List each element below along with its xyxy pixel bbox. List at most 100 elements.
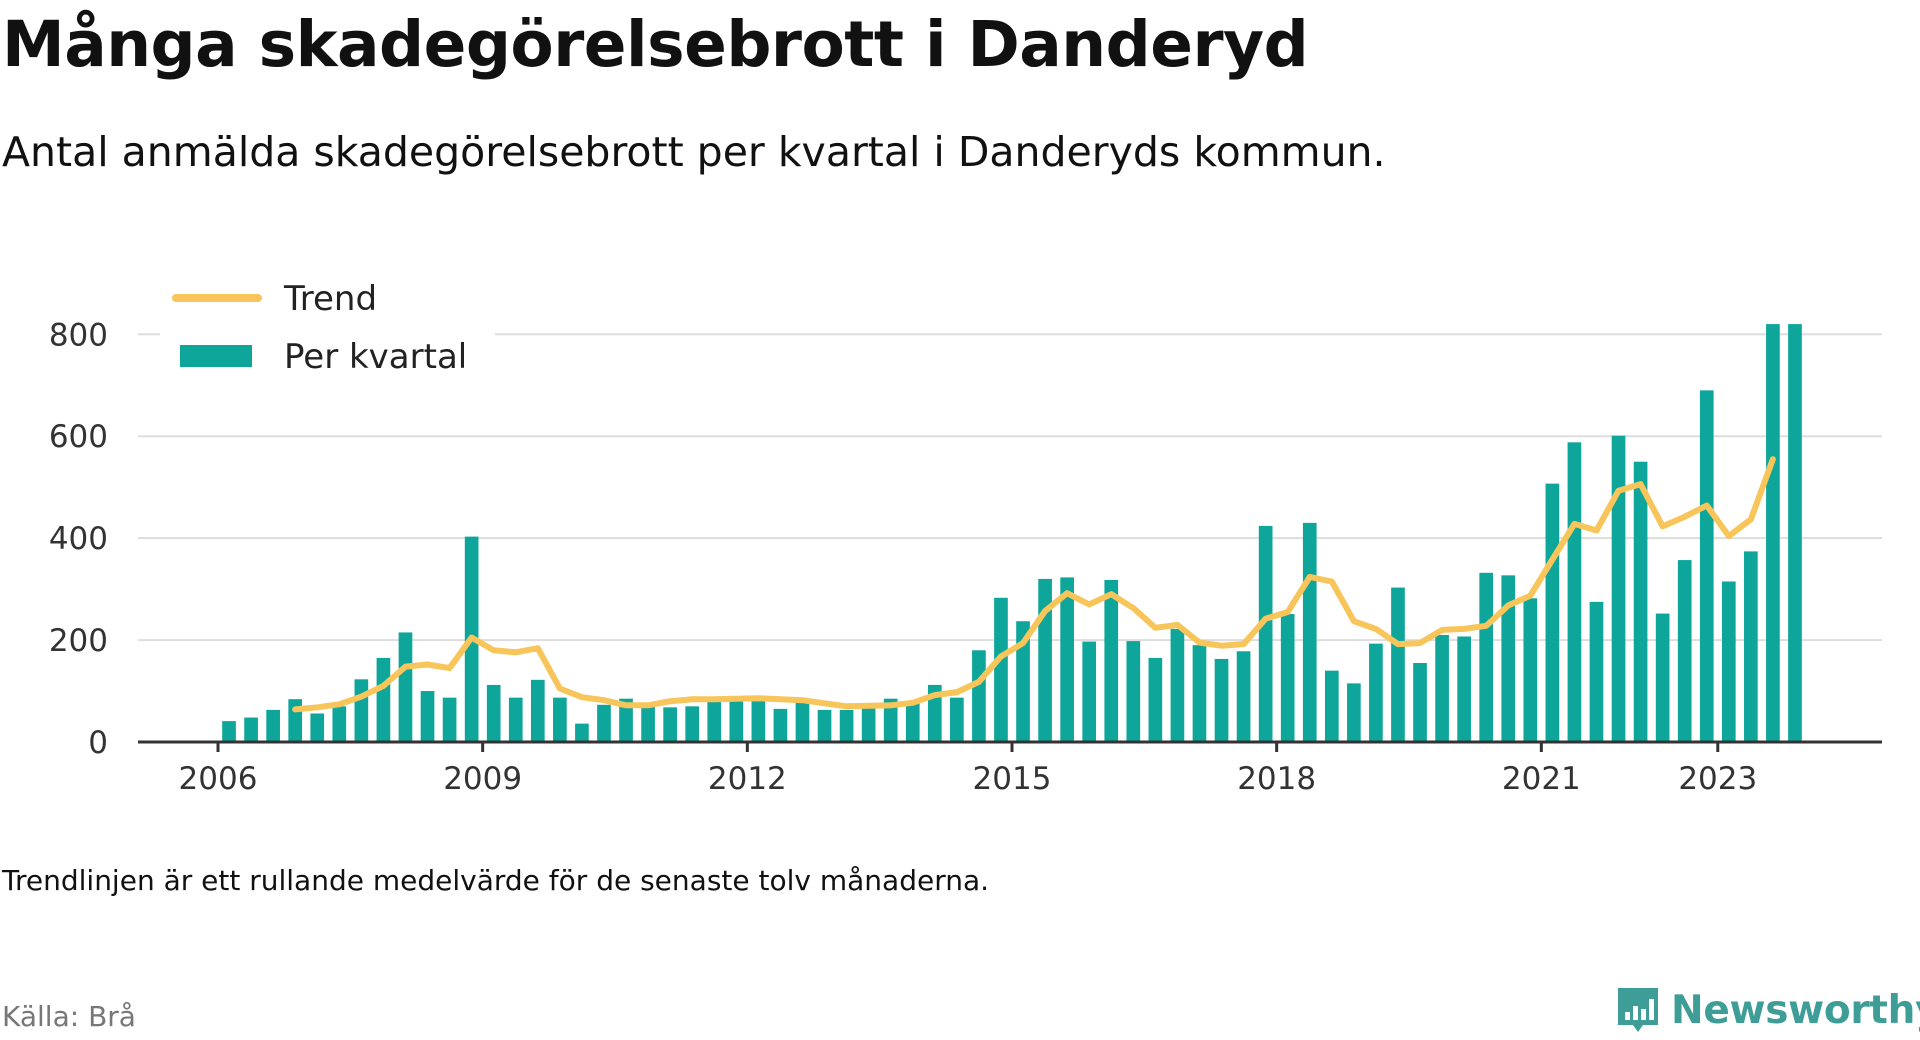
bar-2007-Q3 bbox=[354, 679, 369, 742]
legend: Trend Per kvartal bbox=[160, 270, 495, 388]
bar-2023-Q3 bbox=[1766, 324, 1780, 742]
legend-background bbox=[160, 270, 495, 388]
line-series-trend bbox=[292, 456, 1776, 713]
bar-2010-Q1 bbox=[575, 723, 589, 742]
bar-2019-Q2 bbox=[1391, 587, 1405, 742]
bar-2006-Q2 bbox=[244, 717, 258, 742]
bar-2009-Q1 bbox=[486, 684, 501, 742]
bar-2016-Q3 bbox=[1148, 657, 1163, 742]
bar-2016-Q4 bbox=[1170, 628, 1185, 742]
bar-2022-Q4 bbox=[1699, 390, 1714, 742]
bar-2020-Q3 bbox=[1501, 575, 1516, 742]
bar-2015-Q1 bbox=[1016, 621, 1030, 742]
x-tick-label-2012: 2012 bbox=[708, 761, 787, 797]
bar-2021-Q3 bbox=[1589, 601, 1604, 742]
bar-2023-Q4 bbox=[1788, 324, 1802, 742]
legend-bars-label: Per kvartal bbox=[284, 337, 467, 377]
bar-2009-Q4 bbox=[553, 697, 567, 742]
x-axis bbox=[138, 740, 1882, 752]
brand-logo[interactable]: Newsworthy bbox=[1615, 980, 1920, 1040]
x-tick-label-2023: 2023 bbox=[1678, 761, 1757, 797]
bar-2022-Q1 bbox=[1633, 461, 1648, 742]
y-axis-tick-labels: 0 200 400 600 800 bbox=[49, 317, 108, 761]
bar-2019-Q4 bbox=[1435, 634, 1449, 742]
bar-2012-Q1 bbox=[751, 698, 766, 742]
bar-2014-Q3 bbox=[972, 650, 986, 742]
bar-2022-Q2 bbox=[1655, 613, 1670, 742]
bar-2023-Q2 bbox=[1744, 551, 1758, 742]
bar-2010-Q3 bbox=[619, 698, 633, 742]
brand-name: Newsworthy bbox=[1671, 987, 1920, 1033]
bar-2023-Q1 bbox=[1721, 581, 1736, 742]
bar-series-per-kvartal bbox=[222, 324, 1802, 742]
y-tick-label-600: 600 bbox=[49, 419, 108, 455]
bar-2016-Q2 bbox=[1126, 641, 1141, 742]
bar-2021-Q1 bbox=[1545, 483, 1560, 742]
bar-2013-Q4 bbox=[905, 701, 920, 742]
bar-2008-Q2 bbox=[420, 691, 435, 742]
bar-2011-Q1 bbox=[663, 707, 677, 742]
bar-2021-Q2 bbox=[1567, 442, 1582, 742]
x-tick-label-2018: 2018 bbox=[1237, 761, 1316, 797]
chart-subtitle: Antal anmälda skadegörelsebrott per kvar… bbox=[2, 128, 1386, 176]
bar-2006-Q3 bbox=[266, 709, 280, 742]
bar-2020-Q2 bbox=[1479, 572, 1494, 742]
bar-2018-Q1 bbox=[1280, 614, 1295, 742]
bar-2010-Q4 bbox=[641, 704, 655, 742]
x-tick-label-2021: 2021 bbox=[1502, 761, 1581, 797]
x-tick-label-2009: 2009 bbox=[443, 761, 522, 797]
bar-2008-Q1 bbox=[398, 632, 413, 742]
bar-2010-Q2 bbox=[597, 704, 611, 742]
bar-2012-Q4 bbox=[817, 709, 832, 742]
bar-2017-Q1 bbox=[1192, 645, 1207, 742]
bar-2006-Q1 bbox=[222, 721, 236, 742]
newsworthy-logo-icon bbox=[1618, 988, 1658, 1032]
bar-2013-Q3 bbox=[883, 698, 898, 742]
footnote: Trendlinjen är ett rullande medelvärde f… bbox=[2, 864, 990, 897]
chart-title: Många skadegörelsebrott i Danderyd bbox=[2, 8, 1309, 81]
bar-2011-Q4 bbox=[729, 699, 744, 742]
bar-2017-Q4 bbox=[1258, 525, 1273, 742]
y-tick-label-400: 400 bbox=[49, 521, 108, 557]
bar-2019-Q1 bbox=[1369, 643, 1383, 742]
bar-2009-Q3 bbox=[530, 679, 545, 742]
bar-2011-Q3 bbox=[707, 698, 722, 742]
x-tick-label-2006: 2006 bbox=[179, 761, 258, 797]
x-axis-tick-labels: 2006 2009 2012 2015 2018 2021 2023 bbox=[179, 761, 1758, 797]
bar-2009-Q2 bbox=[508, 697, 523, 742]
bar-2007-Q4 bbox=[376, 657, 391, 742]
bar-2015-Q3 bbox=[1060, 577, 1074, 742]
bar-2020-Q4 bbox=[1523, 598, 1538, 742]
bar-2022-Q3 bbox=[1677, 560, 1692, 742]
bar-2012-Q2 bbox=[773, 708, 788, 742]
bar-2008-Q3 bbox=[442, 697, 457, 742]
bar-2018-Q4 bbox=[1347, 683, 1361, 742]
bar-2007-Q2 bbox=[332, 706, 347, 742]
bar-2017-Q2 bbox=[1214, 658, 1229, 742]
bar-2016-Q1 bbox=[1104, 579, 1119, 742]
y-tick-label-800: 800 bbox=[49, 317, 108, 353]
bar-2006-Q4 bbox=[288, 699, 303, 742]
x-tick-label-2015: 2015 bbox=[973, 761, 1052, 797]
bar-2007-Q1 bbox=[310, 713, 325, 742]
bar-2018-Q3 bbox=[1324, 670, 1339, 742]
bar-2017-Q3 bbox=[1236, 651, 1251, 742]
bar-2014-Q4 bbox=[994, 597, 1008, 742]
legend-bars-swatch bbox=[180, 345, 252, 367]
y-tick-label-0: 0 bbox=[88, 725, 108, 761]
bar-2011-Q2 bbox=[685, 706, 700, 742]
bar-2019-Q3 bbox=[1413, 663, 1427, 742]
bar-2021-Q4 bbox=[1611, 435, 1626, 742]
trend-line bbox=[292, 456, 1776, 713]
bar-2014-Q2 bbox=[950, 697, 964, 742]
bar-2012-Q3 bbox=[795, 702, 810, 742]
legend-trend-label: Trend bbox=[283, 279, 377, 319]
bar-2018-Q2 bbox=[1302, 522, 1317, 742]
bar-2013-Q1 bbox=[839, 709, 854, 742]
y-tick-label-200: 200 bbox=[49, 623, 108, 659]
bar-2013-Q2 bbox=[861, 708, 876, 742]
bar-2015-Q4 bbox=[1082, 641, 1097, 742]
source-credit: Källa: Brå bbox=[2, 1000, 136, 1033]
bar-2020-Q1 bbox=[1457, 636, 1471, 742]
